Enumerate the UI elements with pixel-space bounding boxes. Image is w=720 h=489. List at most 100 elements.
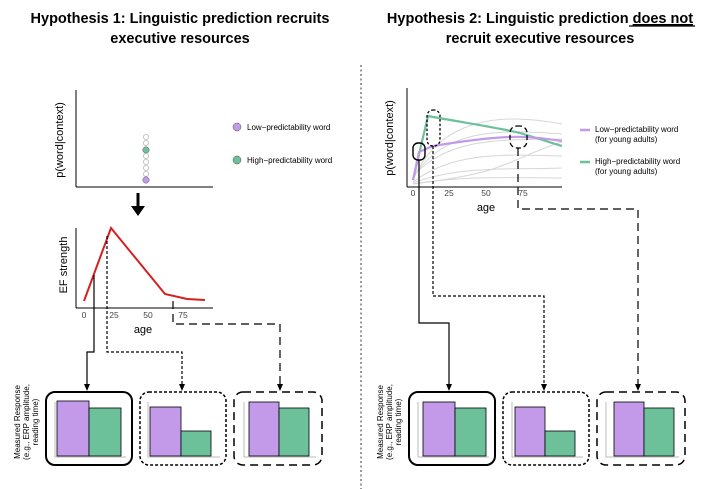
h1-title-line2: executive resources (110, 31, 249, 47)
h2-arrowhead (635, 384, 641, 391)
h1-down-arrow (131, 193, 145, 216)
h2-box-frame (408, 391, 496, 466)
h1-dot (142, 152, 149, 159)
h2-box-axes (605, 402, 679, 458)
h2-legend-low-line2: (for young adults) (595, 135, 658, 144)
h1-connector-dotted (106, 236, 183, 386)
h1-box-axes (54, 402, 126, 458)
h1-bar-high (278, 407, 310, 457)
h1-arrow-head (131, 206, 145, 216)
h2-legend-low-line1: Low−predictability word (595, 125, 678, 134)
h2-gray-curve (412, 154, 563, 183)
h1-low-dot (142, 176, 150, 184)
h1-dot (142, 133, 149, 140)
h2-tick-50: 50 (481, 188, 491, 198)
h2-box-frame (502, 391, 590, 466)
h1-bar-low (56, 400, 90, 457)
h2-gray-curve (412, 141, 563, 185)
h1-bar-low (248, 401, 280, 457)
h1-ef-tick-25: 25 (109, 310, 119, 320)
h2-connector-dashed (517, 148, 639, 386)
h1-dot (142, 139, 149, 146)
h1-arrowhead (277, 384, 283, 391)
h1-ef-tick-50: 50 (143, 310, 153, 320)
h2-response-box-middle (502, 391, 590, 466)
h1-legend-high: High−predictability word (247, 156, 332, 165)
h1-ef-curve (83, 226, 206, 302)
h1-dot (142, 164, 149, 171)
h2-bar-high (454, 407, 487, 457)
h1-ef-tick-75: 75 (178, 310, 188, 320)
h2-xlabel: age (477, 202, 495, 214)
h1-top-ylabel: p(word|context) (54, 102, 66, 178)
h1-ef-xlabel: age (134, 324, 152, 336)
h1-connectors (84, 236, 283, 391)
h1-box-frame (139, 391, 227, 466)
h2-arrowhead (446, 384, 452, 391)
h2-high-curve (411, 114, 563, 181)
h1-response-box-young (45, 391, 133, 466)
h2-tick-0: 0 (411, 188, 416, 198)
h2-box-frame (596, 391, 686, 466)
h1-response-box-middle (139, 391, 227, 466)
h2-low-curve (411, 135, 563, 181)
h1-high-dot (142, 146, 150, 154)
h1-legend-low-swatch (232, 122, 242, 132)
h2-connector-dotted (432, 146, 545, 386)
h1-dot (142, 158, 149, 165)
h1-ef-plot: EF strength 0 25 50 75 age (58, 226, 213, 336)
h1-bar-low (149, 406, 182, 457)
h2-bar-low (613, 401, 645, 457)
h1-box-axes (243, 402, 316, 458)
h2-response-label: Measured Response (e.g., ERP amplitude, … (376, 384, 403, 460)
h2-ylabel: p(word|context) (384, 100, 396, 176)
h2-response-line1: Measured Response (376, 385, 385, 459)
h2-response-line2: (e.g., ERP amplitude, (385, 384, 394, 460)
h2-gray-curve (412, 131, 563, 179)
h1-response-box-old (233, 391, 323, 466)
h1-response-line3: reading time) (31, 398, 40, 445)
h2-legend: Low−predictability word (for young adult… (580, 125, 680, 176)
h2-gray-curves (412, 118, 563, 185)
h1-ef-tick-0: 0 (82, 310, 87, 320)
h1-predictability-plot: p(word|context) (54, 90, 213, 188)
h1-ef-ylabel: EF strength (58, 237, 70, 294)
h1-connector-solid (86, 275, 95, 386)
h1-title-line1: Hypothesis 1: Linguistic prediction recr… (31, 11, 330, 27)
h2-legend-high-line2: (for young adults) (595, 167, 658, 176)
h1-box-frame (233, 391, 323, 466)
h2-title-line2: recruit executive resources (446, 31, 635, 47)
h1-box-axes (147, 402, 220, 458)
h2-tick-75: 75 (518, 188, 528, 198)
h1-response-line2: (e.g., ERP amplitude, (22, 384, 31, 460)
h2-bar-low (422, 401, 456, 457)
h1-box-frame (45, 391, 133, 466)
h2-title-line1-text: Hypothesis 2: Linguistic prediction (387, 11, 629, 27)
h2-gray-curve (412, 167, 563, 184)
h2-response-line3: reading time) (394, 398, 403, 445)
h2-title-line1: Hypothesis 2: Linguistic prediction does… (387, 11, 693, 27)
h2-connectors (418, 146, 641, 391)
h2-predictability-plot: p(word|context) 0 25 50 75 age (384, 88, 563, 214)
h2-arrowhead (541, 384, 547, 391)
h2-bar-low (514, 406, 546, 457)
h2-oval-middle (426, 109, 441, 147)
h1-response-line1: Measured Response (13, 385, 22, 459)
h2-box-axes (511, 402, 583, 458)
h1-connector-dashed (172, 301, 281, 386)
h1-response-label: Measured Response (e.g., ERP amplitude, … (13, 384, 40, 460)
h2-bar-high (643, 407, 675, 457)
h1-legend: Low−predictability word High−predictabil… (232, 122, 332, 165)
h1-legend-low: Low−predictability word (247, 123, 330, 132)
h2-response-box-old (596, 391, 686, 466)
h2-bar-high (544, 430, 576, 457)
h2-tick-25: 25 (444, 188, 454, 198)
h1-arrowhead (179, 384, 185, 391)
h1-bar-high (180, 430, 212, 457)
h2-response-box-young (408, 391, 496, 466)
h2-legend-high-line1: High−predictability word (595, 157, 680, 166)
h1-dot (142, 170, 149, 177)
h1-legend-high-swatch (232, 155, 242, 165)
h2-title-underlined: does not (633, 11, 694, 27)
